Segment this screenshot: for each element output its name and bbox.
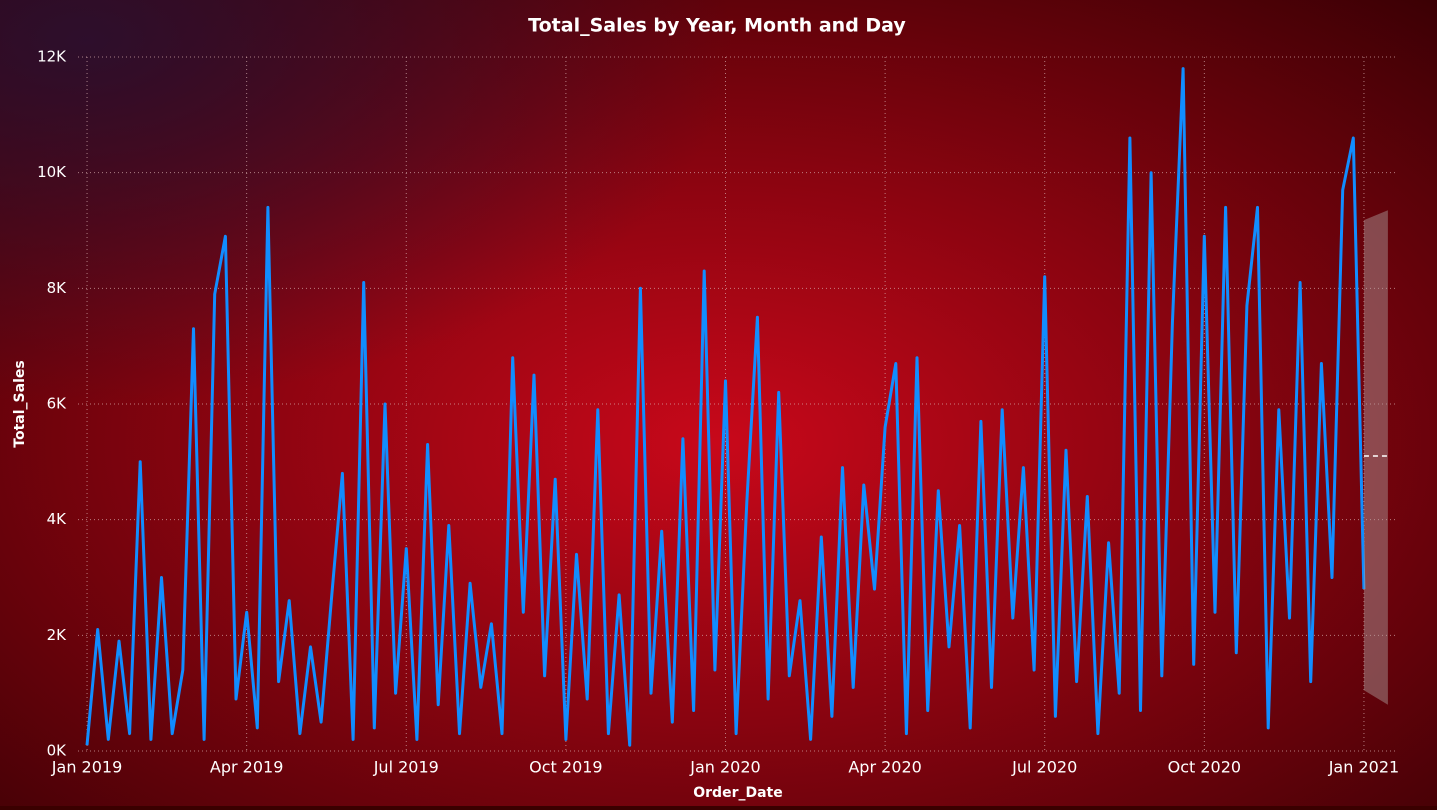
x-tick-label: Jul 2019 [373, 758, 439, 777]
y-tick-label: 2K [47, 626, 68, 644]
x-tick-label: Oct 2020 [1168, 758, 1241, 777]
y-tick-label: 12K [37, 48, 67, 66]
x-tick-label: Jan 2021 [1328, 758, 1399, 777]
x-tick-label: Jan 2020 [689, 758, 760, 777]
chart-title: Total_Sales by Year, Month and Day [528, 15, 906, 37]
y-tick-label: 10K [37, 163, 67, 181]
x-tick-label: Apr 2020 [848, 758, 921, 777]
x-tick-label: Oct 2019 [529, 758, 602, 777]
forecast-band [1363, 210, 1388, 705]
y-axis-label: Total_Sales [12, 360, 28, 447]
x-tick-label: Jan 2019 [51, 758, 122, 777]
x-tick-label: Apr 2019 [210, 758, 283, 777]
x-axis-label: Order_Date [693, 785, 782, 801]
line-series [85, 67, 1366, 747]
y-tick-label: 0K [47, 742, 68, 760]
y-tick-label: 6K [47, 395, 68, 413]
y-tick-label: 4K [47, 510, 68, 528]
x-tick-label: Jul 2020 [1011, 758, 1077, 777]
y-tick-label: 8K [47, 279, 68, 297]
